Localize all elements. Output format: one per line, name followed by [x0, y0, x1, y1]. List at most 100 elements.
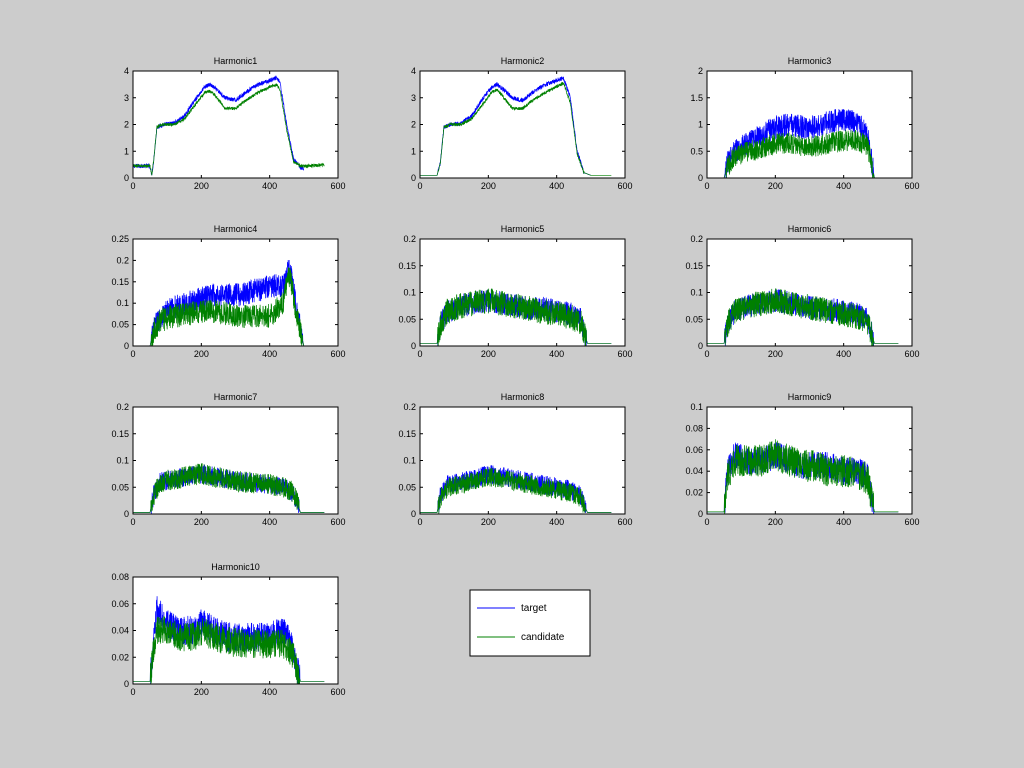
x-tick-label: 0: [704, 181, 709, 191]
x-tick-label: 400: [549, 517, 564, 527]
subplot-title: Harmonic2: [501, 56, 545, 66]
y-tick-label: 1: [411, 146, 416, 156]
legend-label-candidate: candidate: [521, 632, 565, 643]
series-candidate: [707, 439, 899, 514]
y-tick-label: 0.2: [403, 402, 416, 412]
y-tick-label: 0.04: [685, 466, 703, 476]
subplot-title: Harmonic3: [788, 56, 832, 66]
x-tick-label: 400: [836, 349, 851, 359]
x-tick-label: 200: [194, 687, 209, 697]
x-tick-label: 0: [130, 687, 135, 697]
subplot-title: Harmonic5: [501, 224, 545, 234]
x-tick-label: 0: [130, 349, 135, 359]
y-tick-label: 0.2: [690, 234, 703, 244]
series-target: [133, 75, 305, 176]
x-tick-label: 0: [704, 517, 709, 527]
y-tick-label: 0.05: [398, 482, 416, 492]
x-tick-label: 600: [904, 517, 919, 527]
y-tick-label: 0.2: [116, 255, 129, 265]
y-tick-label: 1.5: [690, 93, 703, 103]
y-tick-label: 0.2: [116, 402, 129, 412]
x-tick-label: 600: [330, 687, 345, 697]
y-tick-label: 0.15: [685, 261, 703, 271]
series-candidate: [420, 288, 612, 346]
y-tick-label: 0.5: [690, 146, 703, 156]
y-tick-label: 0.02: [111, 652, 129, 662]
subplot-10: 0 200 400 600 0 0.02 0.04 0.06 0.08 Harmonic10: [111, 562, 345, 697]
y-tick-label: 0.2: [403, 234, 416, 244]
y-tick-label: 4: [411, 66, 416, 76]
series-candidate: [133, 463, 325, 513]
y-tick-label: 0.15: [111, 429, 129, 439]
y-tick-label: 0: [411, 509, 416, 519]
y-tick-label: 3: [411, 93, 416, 103]
y-tick-label: 0.1: [690, 402, 703, 412]
series-candidate: [707, 288, 899, 346]
x-tick-label: 0: [130, 181, 135, 191]
y-tick-label: 0.04: [111, 626, 129, 636]
x-tick-label: 200: [768, 349, 783, 359]
x-tick-label: 600: [617, 349, 632, 359]
x-tick-label: 0: [417, 517, 422, 527]
axes-frame: [706, 406, 913, 515]
x-tick-label: 200: [194, 349, 209, 359]
x-tick-label: 600: [904, 349, 919, 359]
y-tick-label: 1: [124, 146, 129, 156]
subplot-title: Harmonic4: [214, 224, 258, 234]
subplot-2: 0 200 400 600 0 1 2 3 4 Harmonic2: [411, 56, 633, 191]
x-tick-label: 400: [549, 349, 564, 359]
subplot-title: Harmonic9: [788, 392, 832, 402]
subplot-title: Harmonic7: [214, 392, 258, 402]
x-tick-label: 0: [130, 517, 135, 527]
x-tick-label: 200: [194, 181, 209, 191]
y-tick-label: 0.05: [398, 314, 416, 324]
x-tick-label: 400: [262, 687, 277, 697]
series-candidate: [133, 615, 325, 684]
series-candidate: [133, 267, 325, 346]
x-tick-label: 400: [262, 349, 277, 359]
subplot-5: 0 200 400 600 0 0.05 0.1 0.15 0.2 Harmonic5: [398, 224, 632, 359]
x-tick-label: 400: [836, 517, 851, 527]
x-tick-label: 200: [194, 517, 209, 527]
x-tick-label: 600: [617, 517, 632, 527]
x-tick-label: 400: [262, 181, 277, 191]
x-tick-label: 600: [617, 181, 632, 191]
y-tick-label: 2: [124, 120, 129, 130]
axes-background: [420, 407, 625, 514]
x-tick-label: 200: [768, 181, 783, 191]
y-tick-label: 0.15: [111, 277, 129, 287]
series-candidate: [707, 129, 899, 178]
y-tick-label: 0.05: [111, 482, 129, 492]
x-tick-label: 600: [330, 517, 345, 527]
x-tick-label: 600: [330, 181, 345, 191]
subplot-title: Harmonic10: [211, 562, 260, 572]
x-tick-label: 400: [549, 181, 564, 191]
series-candidate: [420, 81, 612, 176]
y-tick-label: 0.1: [116, 456, 129, 466]
y-tick-label: 1: [698, 120, 703, 130]
legend-box: [469, 589, 591, 657]
legend-label-target: target: [521, 603, 547, 614]
y-tick-label: 0.02: [685, 488, 703, 498]
x-tick-label: 200: [481, 349, 496, 359]
y-tick-label: 0: [411, 173, 416, 183]
x-tick-label: 0: [704, 349, 709, 359]
y-tick-label: 0: [698, 173, 703, 183]
subplot-6: 0 200 400 600 0 0.05 0.1 0.15 0.2 Harmonic6: [685, 224, 919, 359]
axes-background: [133, 407, 338, 514]
y-tick-label: 0.15: [398, 261, 416, 271]
y-tick-label: 3: [124, 93, 129, 103]
subplot-9: 0 200 400 600 0 0.02 0.04 0.06 0.08 0.1 Harmonic9: [685, 392, 919, 527]
axes-background: [420, 239, 625, 346]
subplot-4: 0 200 400 600 0 0.05 0.1 0.15 0.2 0.25 Harmonic4: [111, 224, 345, 359]
y-tick-label: 0.15: [398, 429, 416, 439]
y-tick-label: 0: [124, 679, 129, 689]
axes-background: [707, 239, 912, 346]
legend: target candidate: [469, 589, 591, 657]
subplot-title: Harmonic6: [788, 224, 832, 234]
x-tick-label: 400: [262, 517, 277, 527]
y-tick-label: 2: [698, 66, 703, 76]
series-candidate: [133, 83, 325, 176]
x-tick-label: 0: [417, 181, 422, 191]
